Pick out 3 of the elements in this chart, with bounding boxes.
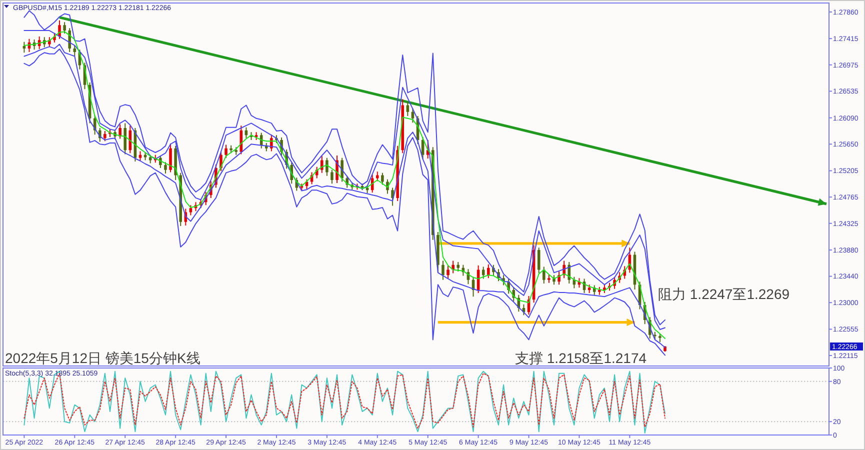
annotation: 支撑 1.2158至1.2174 — [515, 350, 647, 366]
annotation: 阻力 1.2247至1.2269 — [658, 286, 790, 302]
annotation: 2022年5月12日 镑美15分钟K线 — [5, 350, 200, 366]
